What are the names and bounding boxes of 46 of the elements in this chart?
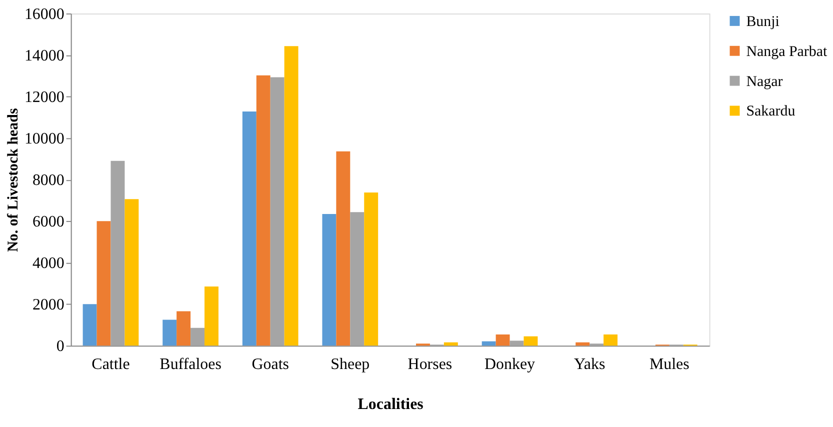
legend-label: Nagar <box>746 74 783 90</box>
x-axis-title: Localities <box>358 396 424 414</box>
x-tick-label: Goats <box>252 356 289 374</box>
bar <box>336 151 350 346</box>
legend-label: Nanga Parbat <box>746 44 828 60</box>
bar <box>162 320 177 346</box>
bar <box>322 214 336 346</box>
bar <box>524 336 538 346</box>
x-tick-label: Mules <box>649 356 690 374</box>
bar <box>124 199 139 346</box>
y-tick-label: 6000 <box>32 214 64 231</box>
bar <box>242 111 256 346</box>
bar <box>96 221 111 346</box>
bar <box>496 334 510 346</box>
y-tick-label: 10000 <box>24 130 64 148</box>
x-tick-label: Horses <box>408 356 452 374</box>
y-tick-label: 16000 <box>24 6 64 23</box>
legend-label: Sakardu <box>746 104 796 120</box>
bar <box>444 342 458 346</box>
y-tick-label: 4000 <box>32 255 64 272</box>
bar <box>204 286 218 346</box>
bar <box>510 340 524 346</box>
y-tick-label: 12000 <box>24 89 64 106</box>
bar <box>350 212 364 346</box>
legend-label: Bunji <box>746 14 780 30</box>
bar <box>270 77 284 346</box>
y-tick-label: 8000 <box>32 172 64 190</box>
x-tick-label: Buffaloes <box>160 356 222 374</box>
bar <box>110 160 125 346</box>
y-axis-title: No. of Livestock heads <box>5 108 22 252</box>
bar <box>256 75 270 346</box>
bar <box>604 334 618 346</box>
y-tick-label: 2000 <box>32 296 64 314</box>
x-tick-label: Donkey <box>484 356 536 374</box>
bar <box>82 304 97 346</box>
x-tick-label: Yaks <box>574 356 606 374</box>
bar <box>364 192 378 346</box>
y-tick-label: 14000 <box>24 47 64 64</box>
x-tick-label: Cattle <box>92 356 130 374</box>
y-tick-label: 0 <box>56 338 64 356</box>
bar <box>482 341 496 346</box>
bar <box>176 311 191 346</box>
bar <box>190 328 205 346</box>
bar <box>284 46 298 346</box>
x-tick-label: Sheep <box>330 356 370 374</box>
bar <box>576 342 590 346</box>
